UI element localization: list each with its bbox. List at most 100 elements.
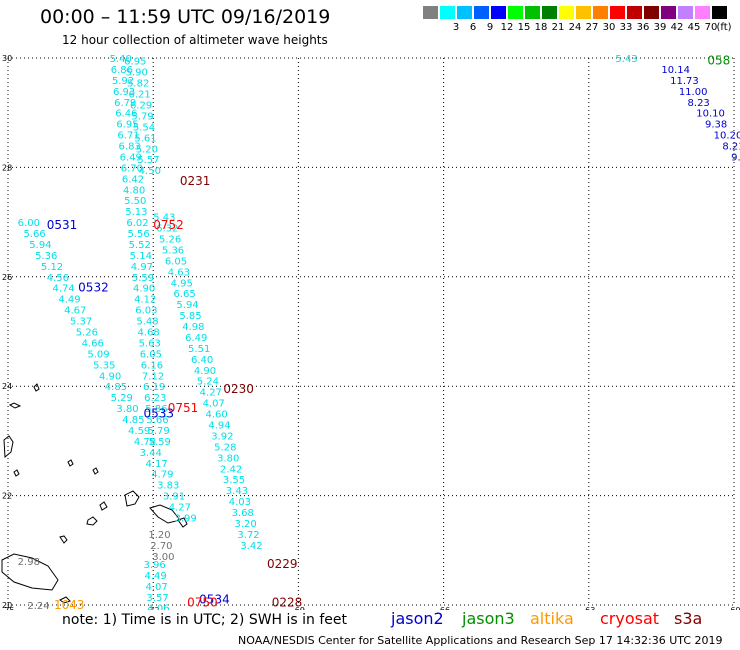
wave-height-value: 3.91 [163,492,185,503]
pass-time-label: 1043 [54,598,85,610]
wave-height-value: 5.90 [126,68,148,79]
wave-height-value: 3.99 [174,513,196,524]
island-outline [59,535,68,544]
wave-height-value: 5.66 [146,415,168,426]
wave-height-value: 9.38 [705,120,727,131]
island-outline [59,596,71,604]
colorbar-tick-label: 45 [687,22,701,33]
wave-height-value: 4.63 [168,267,190,278]
colorbar-swatch [592,5,609,20]
colorbar-swatch [422,5,439,20]
wave-height-value: 6.00 [18,218,40,229]
colorbar-tick-label: 24 [568,22,582,33]
wave-height-value: 4.07 [203,399,225,410]
pass-time-label: 0752 [153,218,184,232]
footer-note: note: 1) Time is in UTC; 2) SWH is in fe… [62,612,348,628]
wave-height-value: 4.90 [194,366,216,377]
mission-jason3: jason3 [462,609,515,628]
wave-height-value: 4.85 [122,415,144,426]
wave-height-value: 4.97 [131,262,153,273]
wave-height-value: 6.83 [119,142,141,153]
island-outline [67,459,74,467]
wave-height-value: 6.40 [191,355,213,366]
wave-height-value: 4.74 [53,284,75,295]
colorbar-tick-label: 39 [653,22,667,33]
wave-height-value: 4.68 [137,328,159,339]
wave-height-value: 5.40 [110,54,132,65]
pass-labels: 2.98 0531 0532 0533 0534 0231 0752 0230 0751 0229… [18,54,731,610]
pass-time-label: 058 [707,54,730,68]
wave-height-value: 6.29 [130,100,152,111]
colorbar-tick-label: 42 [670,22,684,33]
wave-height-value: 5.35 [93,360,115,371]
wave-height-value: 5.63 [139,338,161,349]
wave-height-value: 7.12 [142,371,164,382]
lat-tick-label: 22 [2,492,12,501]
colorbar-tick-label: 30 [602,22,616,33]
satellite-tracks: 5.406.865.926.936.796.466.956.716.836.49… [18,54,740,610]
wave-height-value: 6.49 [120,152,142,163]
wave-height-value: 1.20 [148,530,170,541]
wave-height-value: 4.49 [144,571,166,582]
colorbar-swatch [507,5,524,20]
wave-height-value: 11.00 [679,87,708,98]
island-outline [3,435,14,459]
colorbar-swatch [643,5,660,20]
colorbar-tick-label: 12 [500,22,514,33]
wave-height-value: 4.78 [134,437,156,448]
wave-height-value: 4.27 [200,388,222,399]
wave-height-value: 4.07 [145,582,167,593]
wave-height-value: 3.57 [146,593,168,604]
wave-height-value: 2.70 [150,541,172,552]
wave-height-value: 5.79 [131,111,153,122]
map-subtitle: 12 hour collection of altimeter wave hei… [62,33,328,47]
wave-height-value: 6.70 [121,163,143,174]
island-outline [124,490,140,507]
pass-time-label: 0531 [47,218,78,232]
wave-height-value: 4.27 [169,503,191,514]
colorbar-unit: (ft) [716,22,732,33]
axis-tick-labels: 30 28 26 24 22 20-75 -72 -69 -66 -63 -60 [1,54,740,610]
wave-height-value: 11.73 [670,76,699,87]
wave-height-value: 5.43 [153,213,175,224]
wave-height-value: 6.93 [113,87,135,98]
wave-height-value: 5.26 [76,328,98,339]
mission-s3a: s3a [674,609,703,628]
wave-height-value: 6.23 [144,393,166,404]
colorbar-swatch [558,5,575,20]
wave-height-value: 9.1 [731,152,740,163]
colorbar-tick-label: 18 [534,22,548,33]
colorbar-tick-label: 36 [636,22,650,33]
wave-height-value: 3.44 [140,448,162,459]
colorbar-swatch [541,5,558,20]
wave-height-value: 5.66 [23,229,45,240]
lat-tick-label: 28 [2,163,12,172]
wave-height-value: 3.00 [152,552,174,563]
wave-height-value: 8.23 [688,98,710,109]
wave-height-value: 8.21 [722,142,740,153]
wave-height-value: 3.68 [232,508,254,519]
pass-time-label: 0534 [199,593,230,607]
wave-height-value: 6.71 [117,131,139,142]
wave-height-value: 6.02 [126,218,148,229]
lon-tick-label: -69 [292,606,305,610]
wave-height-value: 3.80 [116,404,138,415]
colorbar-tick-label: 33 [619,22,633,33]
wave-height-value: 5.28 [214,442,236,453]
wave-height-value: 3.55 [223,475,245,486]
wave-height-value: 5.36 [162,245,184,256]
colorbar-swatch [575,5,592,20]
wave-height-value: 5.48 [136,317,158,328]
wave-height-value: 5.56 [127,229,149,240]
wave-height-value: 5.52 [129,240,151,251]
wave-height-value: 6.05 [165,256,187,267]
colorbar-tick-label: 70 [704,22,718,33]
wave-height-value: 5.59 [149,437,171,448]
wave-height-value: 4.59 [128,426,150,437]
coastline [1,383,188,604]
colorbar-tick-label: 6 [469,22,477,33]
lon-tick-label: -72 [147,606,160,610]
wave-height-value: 5.79 [147,426,169,437]
wave-height-value: 5.59 [132,273,154,284]
lat-tick-label: 30 [2,54,12,63]
